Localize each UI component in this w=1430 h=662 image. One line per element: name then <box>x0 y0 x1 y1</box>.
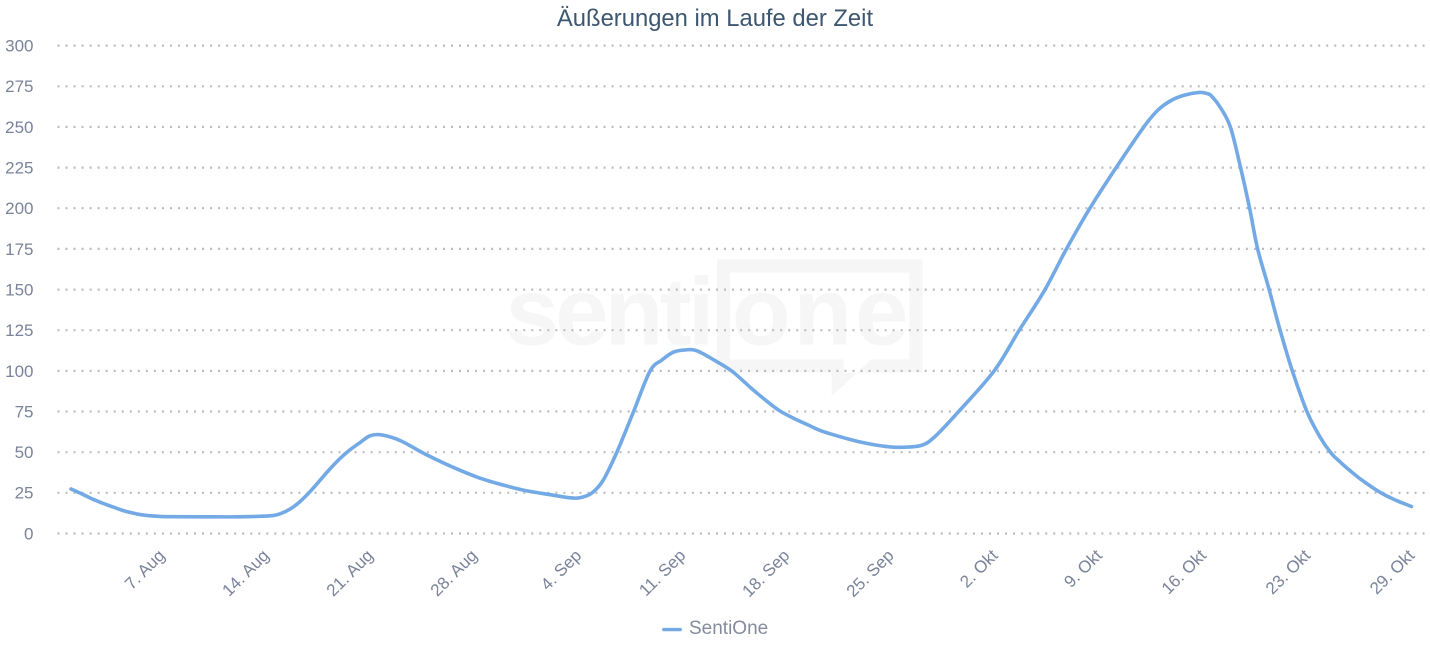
svg-text:175: 175 <box>5 240 33 259</box>
svg-text:250: 250 <box>5 118 33 137</box>
svg-text:25: 25 <box>15 484 34 503</box>
svg-text:125: 125 <box>5 321 33 340</box>
svg-text:50: 50 <box>15 443 34 462</box>
svg-text:275: 275 <box>5 77 33 96</box>
svg-text:200: 200 <box>5 199 33 218</box>
svg-text:100: 100 <box>5 362 33 381</box>
svg-text:one: one <box>732 259 911 366</box>
svg-text:225: 225 <box>5 159 33 178</box>
svg-text:Äußerungen im Laufe der Zeit: Äußerungen im Laufe der Zeit <box>557 5 874 32</box>
svg-text:SentiOne: SentiOne <box>689 618 768 639</box>
svg-text:senti: senti <box>506 259 711 366</box>
svg-text:300: 300 <box>5 37 33 56</box>
svg-text:150: 150 <box>5 281 33 300</box>
svg-text:0: 0 <box>24 524 33 543</box>
svg-text:75: 75 <box>15 402 34 421</box>
